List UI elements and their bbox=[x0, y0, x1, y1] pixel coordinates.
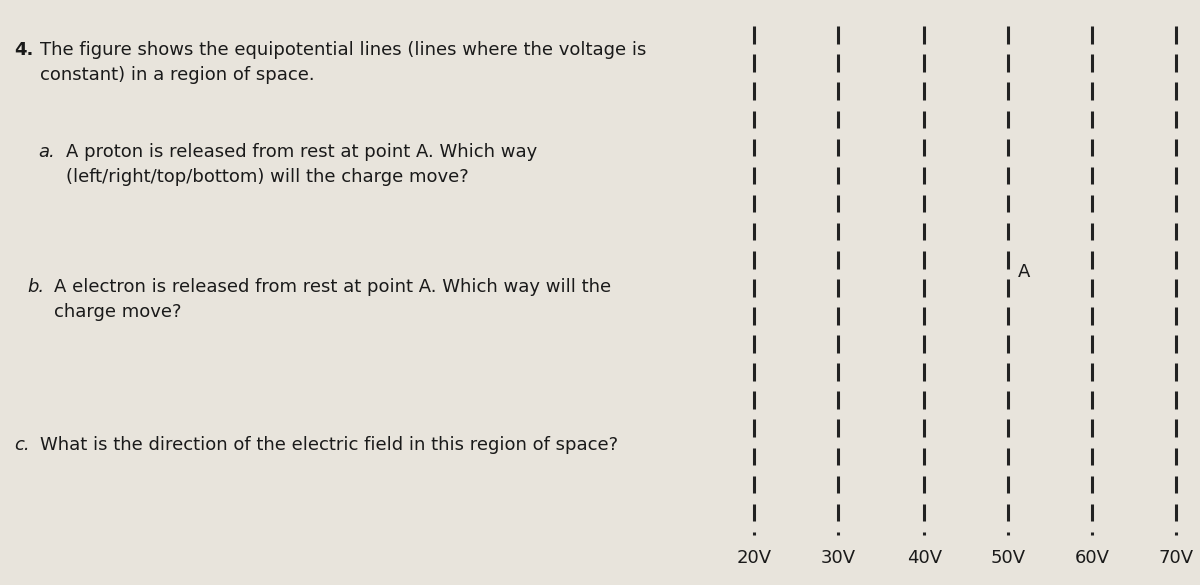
Text: What is the direction of the electric field in this region of space?: What is the direction of the electric fi… bbox=[40, 436, 618, 454]
Text: 60V: 60V bbox=[1074, 549, 1109, 567]
Text: 20V: 20V bbox=[737, 549, 772, 567]
Text: A electron is released from rest at point A. Which way will the
charge move?: A electron is released from rest at poin… bbox=[54, 278, 611, 321]
Text: 70V: 70V bbox=[1158, 549, 1193, 567]
Text: a.: a. bbox=[38, 143, 55, 161]
Text: 4.: 4. bbox=[14, 41, 34, 59]
Text: 50V: 50V bbox=[990, 549, 1026, 567]
Text: 40V: 40V bbox=[907, 549, 942, 567]
Text: 30V: 30V bbox=[821, 549, 856, 567]
Text: A: A bbox=[1018, 263, 1031, 281]
Text: b.: b. bbox=[28, 278, 44, 296]
Text: c.: c. bbox=[14, 436, 30, 454]
Text: A proton is released from rest at point A. Which way
(left/right/top/bottom) wil: A proton is released from rest at point … bbox=[66, 143, 538, 187]
Text: The figure shows the equipotential lines (lines where the voltage is
constant) i: The figure shows the equipotential lines… bbox=[40, 41, 646, 84]
